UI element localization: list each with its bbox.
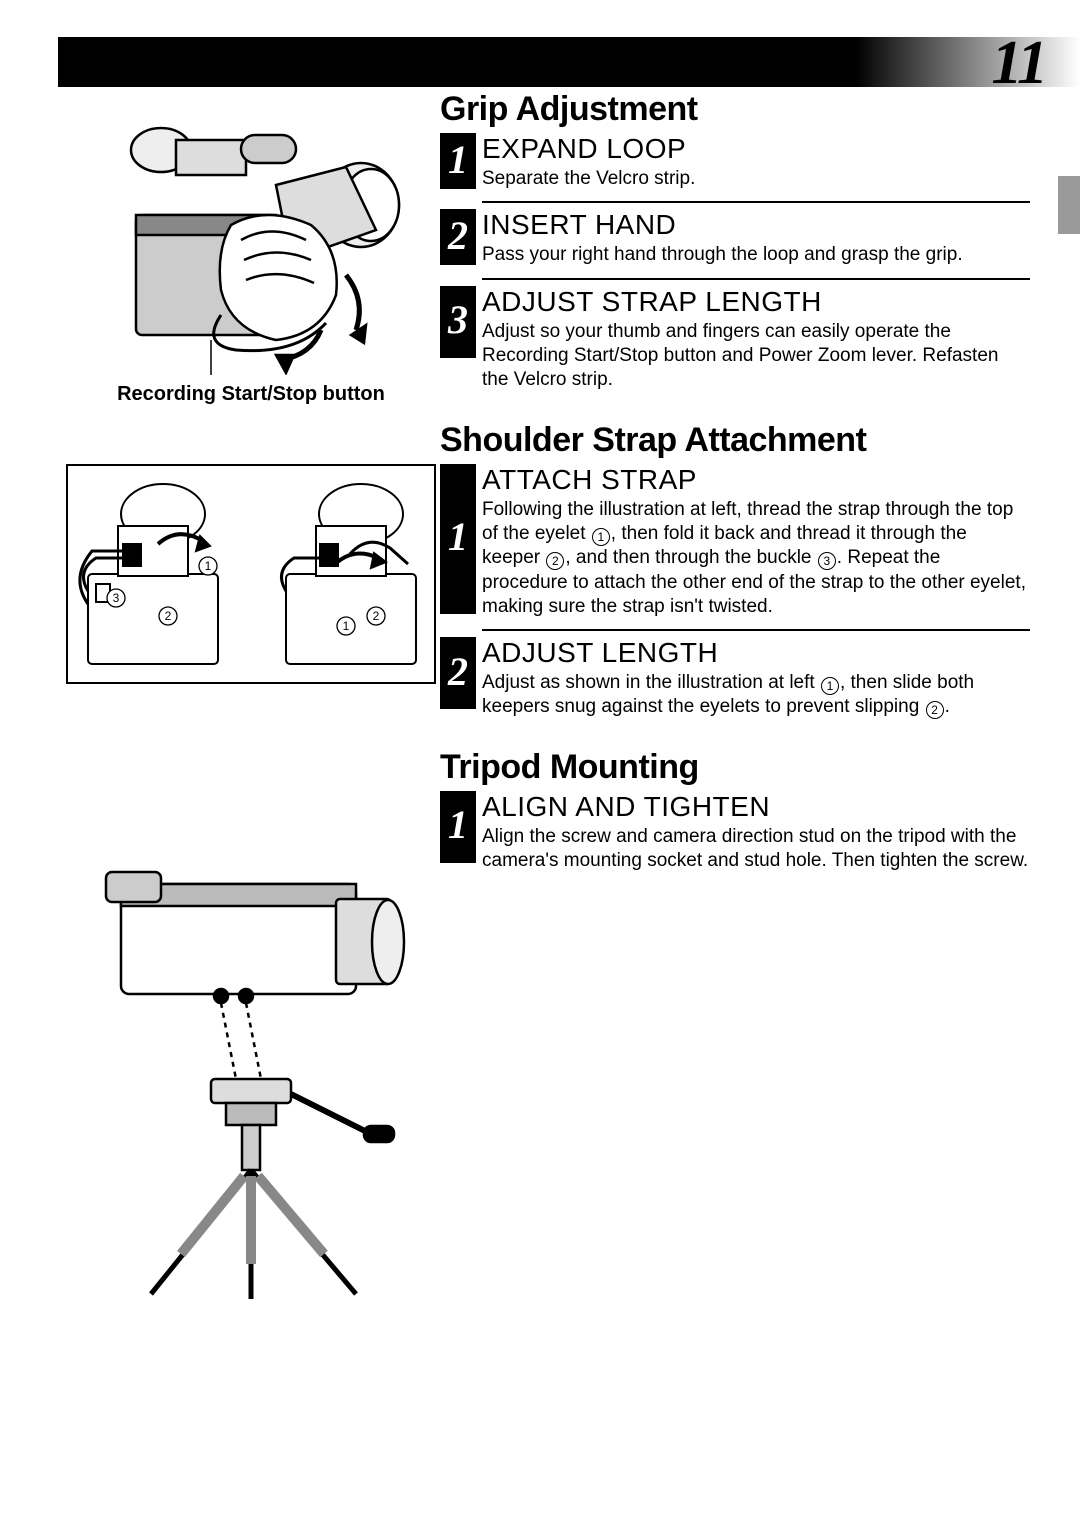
body-text: .	[945, 696, 950, 717]
shoulder-step-2: 2 ADJUST LENGTH Adjust as shown in the i…	[440, 637, 1030, 720]
step-number: 1	[440, 791, 476, 863]
reference-marker-1: 1	[821, 677, 839, 695]
grip-step-3: 3 ADJUST STRAP LENGTH Adjust so your thu…	[440, 286, 1030, 393]
step-body: Align the screw and camera direction stu…	[482, 825, 1030, 874]
divider	[482, 278, 1030, 280]
step-body: Adjust as shown in the illustration at l…	[482, 671, 1030, 720]
step-number: 1	[440, 464, 476, 614]
shoulder-step-1: 1 ATTACH STRAP Following the illustratio…	[440, 464, 1030, 620]
step-body: Separate the Velcro strip.	[482, 167, 1030, 191]
divider	[482, 629, 1030, 631]
reference-marker-1: 1	[592, 528, 610, 546]
grip-illustration	[66, 95, 436, 375]
body-text: , and then through the buckle	[565, 547, 816, 568]
step-body: Following the illustration at left, thre…	[482, 498, 1030, 620]
step-number: 1	[440, 133, 476, 189]
svg-text:1: 1	[205, 559, 212, 573]
step-heading: EXPAND LOOP	[482, 133, 1030, 165]
right-column: Grip Adjustment 1 EXPAND LOOP Separate t…	[440, 90, 1030, 877]
step-body: Pass your right hand through the loop an…	[482, 243, 1030, 267]
shoulder-section-title: Shoulder Strap Attachment	[440, 421, 1030, 460]
header-bar	[58, 37, 1080, 87]
svg-text:1: 1	[343, 619, 350, 633]
step-number: 2	[440, 637, 476, 709]
step-heading: ADJUST STRAP LENGTH	[482, 286, 1030, 318]
step-number: 3	[440, 286, 476, 358]
reference-marker-2: 2	[926, 701, 944, 719]
shoulder-strap-illustration: 1 2 3 1 2	[66, 464, 436, 684]
page-number: 11	[991, 28, 1046, 99]
step-heading: ATTACH STRAP	[482, 464, 1030, 496]
step-heading: INSERT HAND	[482, 209, 1030, 241]
step-number: 2	[440, 209, 476, 265]
tripod-step-1: 1 ALIGN AND TIGHTEN Align the screw and …	[440, 791, 1030, 874]
reference-marker-3: 3	[818, 552, 836, 570]
grip-section-title: Grip Adjustment	[440, 90, 1030, 129]
step-body: Adjust so your thumb and fingers can eas…	[482, 320, 1030, 393]
step-heading: ALIGN AND TIGHTEN	[482, 791, 1030, 823]
svg-text:2: 2	[373, 609, 380, 623]
svg-text:2: 2	[165, 609, 172, 623]
side-tab	[1058, 176, 1080, 234]
reference-marker-2: 2	[546, 552, 564, 570]
body-text: Adjust as shown in the illustration at l…	[482, 672, 820, 693]
grip-step-1: 1 EXPAND LOOP Separate the Velcro strip.	[440, 133, 1030, 191]
divider	[482, 201, 1030, 203]
tripod-section-title: Tripod Mounting	[440, 748, 1030, 787]
step-heading: ADJUST LENGTH	[482, 637, 1030, 669]
left-column: Recording Start/Stop button	[66, 95, 436, 1299]
svg-text:3: 3	[113, 591, 120, 605]
grip-illustration-caption: Recording Start/Stop button	[66, 383, 436, 406]
grip-step-2: 2 INSERT HAND Pass your right hand throu…	[440, 209, 1030, 267]
tripod-illustration	[66, 824, 436, 1299]
